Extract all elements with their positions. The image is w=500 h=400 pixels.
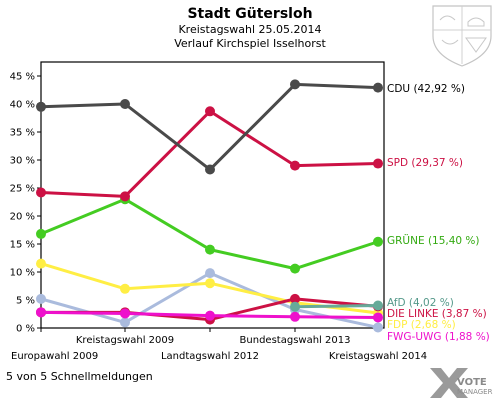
series-label-gr-ne: GRÜNE (15,40 %) — [387, 234, 480, 247]
logo-line2: MANAGER — [457, 388, 493, 396]
data-point-gr-ne — [205, 244, 215, 255]
series-label-spd: SPD (29,37 %) — [387, 157, 463, 169]
data-point-spd — [290, 160, 300, 171]
data-point-cdu — [373, 82, 383, 93]
data-point-piraten — [373, 322, 383, 333]
x-tick-label: Europawahl 2009 — [11, 351, 98, 362]
y-tick-label: 40 % — [10, 100, 35, 111]
data-point-fdp — [205, 278, 215, 289]
series-label-die-linke: DIE LINKE (3,87 %) — [387, 308, 487, 320]
data-point-fwg-uwg — [373, 312, 383, 323]
series-label-layer: CDU (42,92 %) SPD (29,37 %) GRÜNE (15,40 %… — [387, 83, 490, 343]
data-point-cdu — [36, 101, 46, 112]
y-axis: 0 % 5 % 10 % 15 % 20 % 25 % 30 % 35 % 40 % 45 % — [10, 72, 41, 335]
data-point-fwg-uwg — [205, 310, 215, 321]
nrw-coat-of-arms-icon — [432, 5, 492, 67]
data-point-piraten — [205, 268, 215, 279]
data-point-cdu — [120, 99, 130, 109]
y-tick-label: 35 % — [10, 128, 35, 139]
data-point-spd — [120, 191, 130, 202]
vote-manager-logo: VOTE MANAGER — [430, 368, 493, 398]
series-layer — [36, 79, 383, 333]
footer-note: 5 von 5 Schnellmeldungen — [6, 370, 153, 383]
data-point-fdp — [120, 283, 130, 294]
data-point-piraten — [36, 293, 46, 304]
x-axis: Europawahl 2009 Kreistagswahl 2009 Landtag… — [11, 328, 427, 362]
y-tick-label: 15 % — [10, 240, 35, 251]
data-point-fwg-uwg — [290, 311, 300, 322]
data-point-fdp — [36, 258, 46, 269]
chart-subtitle-date: Kreistagswahl 25.05.2014 — [178, 23, 321, 36]
x-tick-label: Kreistagswahl 2014 — [329, 351, 427, 362]
y-tick-label: 45 % — [10, 72, 35, 83]
series-label-fdp: FDP (2,68 %) — [387, 319, 456, 331]
data-point-spd — [373, 158, 383, 169]
data-point-afd — [290, 301, 300, 312]
x-tick-label: Kreistagswahl 2009 — [76, 335, 174, 346]
x-mark-icon — [430, 368, 468, 398]
y-tick-label: 25 % — [10, 184, 35, 195]
y-tick-label: 10 % — [10, 268, 35, 279]
data-point-afd — [373, 300, 383, 311]
series-label-afd: AfD (4,02 %) — [387, 297, 454, 309]
data-point-piraten — [120, 317, 130, 328]
series-label-cdu: CDU (42,92 %) — [387, 83, 465, 95]
x-tick-label: Landtagswahl 2012 — [161, 351, 259, 362]
data-point-fwg-uwg — [36, 307, 46, 318]
logo-line1: VOTE — [457, 377, 487, 388]
data-point-spd — [205, 106, 215, 117]
chart-subtitle-area: Verlauf Kirchspiel Isselhorst — [174, 37, 326, 50]
chart-title: Stadt Gütersloh — [187, 6, 312, 22]
data-point-cdu — [290, 79, 300, 90]
data-point-die-linke — [290, 293, 300, 304]
data-point-gr-ne — [36, 228, 46, 239]
y-tick-label: 0 % — [16, 324, 35, 335]
y-tick-label: 30 % — [10, 156, 35, 167]
data-point-fwg-uwg — [120, 308, 130, 319]
y-tick-label: 5 % — [16, 296, 35, 307]
x-tick-label: Bundestagswahl 2013 — [240, 335, 351, 346]
series-label-fwg-uwg: FWG-UWG (1,88 %) — [387, 331, 490, 343]
series-line-afd — [294, 303, 379, 309]
data-point-gr-ne — [373, 236, 383, 247]
data-point-spd — [36, 187, 46, 198]
y-tick-label: 20 % — [10, 212, 35, 223]
data-point-gr-ne — [290, 263, 300, 274]
data-point-cdu — [205, 164, 215, 175]
